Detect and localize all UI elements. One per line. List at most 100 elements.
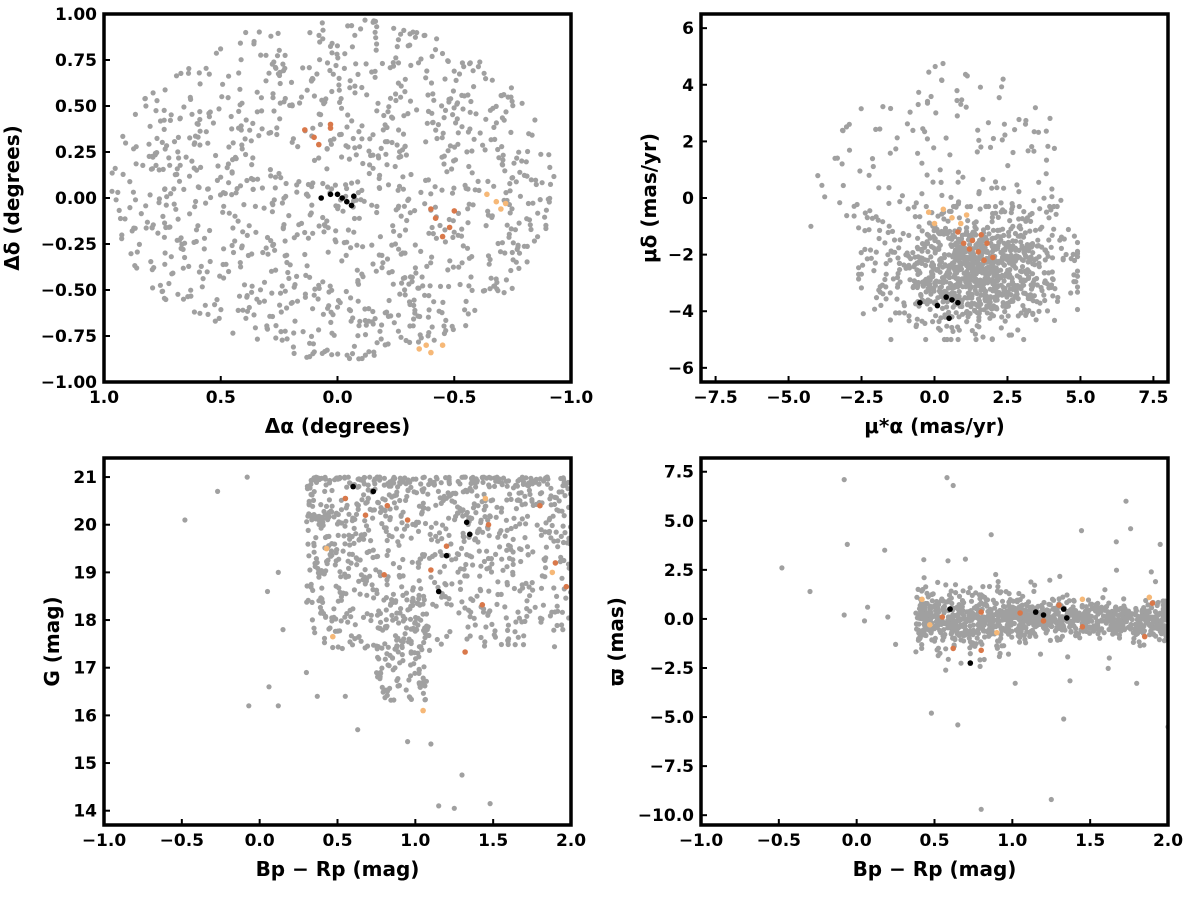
field-star-point — [280, 61, 286, 67]
field-star-point — [911, 264, 917, 270]
field-star-point — [455, 504, 461, 510]
field-star-point — [312, 630, 318, 636]
field-star-point — [402, 287, 408, 293]
field-star-point — [861, 618, 868, 624]
field-star-point — [869, 156, 876, 162]
field-star-point — [779, 565, 785, 571]
field-star-point — [306, 498, 312, 504]
field-star-point — [439, 154, 445, 160]
field-star-point — [365, 487, 371, 493]
field-star-point — [313, 535, 319, 541]
field-star-point — [381, 112, 387, 119]
field-star-point — [413, 270, 419, 276]
field-star-point — [979, 618, 985, 624]
field-star-point — [244, 232, 250, 238]
field-star-point — [411, 297, 417, 303]
field-star-point — [1149, 605, 1155, 611]
field-star-point — [919, 191, 925, 197]
field-star-point — [432, 579, 438, 586]
field-star-point — [1028, 292, 1034, 298]
field-star-point — [460, 530, 466, 536]
field-star-point — [461, 64, 467, 70]
field-star-point — [195, 223, 201, 229]
field-star-point — [971, 301, 977, 307]
field-star-point — [1158, 618, 1165, 624]
field-star-point — [309, 492, 315, 498]
field-star-point — [518, 490, 524, 496]
field-star-point — [437, 222, 443, 229]
field-star-point — [895, 255, 901, 261]
field-star-point — [161, 117, 167, 123]
field-star-point — [489, 561, 495, 567]
field-star-point — [1046, 215, 1052, 221]
field-star-point — [408, 171, 414, 178]
field-star-point — [361, 492, 367, 498]
field-star-point — [517, 193, 524, 199]
field-star-point — [261, 298, 267, 304]
field-star-point — [510, 536, 516, 543]
field-star-point — [1053, 211, 1059, 217]
field-star-point — [877, 126, 883, 132]
field-star-point — [506, 636, 512, 642]
field-star-point — [1129, 616, 1135, 623]
field-star-point — [398, 638, 404, 644]
field-star-point — [321, 635, 328, 641]
x-tick-label: −0.5 — [757, 831, 801, 851]
field-star-point — [486, 533, 492, 539]
field-star-point — [977, 657, 983, 663]
field-star-point — [312, 560, 318, 567]
field-star-point — [1055, 637, 1061, 643]
field-star-point — [386, 297, 392, 304]
field-star-point — [307, 340, 313, 346]
field-star-point — [375, 654, 381, 660]
panel-sky: 1.0 0.5 0.0 −0.5 −1.01.000.750.500.250.00−0.… — [0, 5, 593, 438]
field-star-point — [425, 177, 431, 183]
field-star-point — [998, 274, 1004, 280]
field-star-point — [377, 172, 383, 178]
field-star-point — [238, 57, 244, 63]
field-star-point — [963, 104, 969, 110]
field-star-point — [450, 234, 456, 240]
field-star-point — [927, 306, 933, 312]
field-star-point — [166, 224, 172, 230]
field-star-point — [375, 153, 381, 159]
field-star-point — [535, 234, 541, 240]
field-star-point — [538, 151, 544, 157]
field-star-point — [970, 229, 976, 235]
field-star-point — [972, 287, 978, 293]
field-star-point — [504, 547, 510, 553]
field-star-point — [468, 98, 474, 105]
field-star-point — [443, 475, 449, 481]
field-star-point — [1025, 148, 1031, 154]
field-star-point — [995, 579, 1001, 585]
field-star-point — [354, 242, 360, 248]
field-star-point — [277, 290, 284, 296]
field-star-point — [455, 141, 461, 147]
field-star-point — [984, 270, 990, 276]
field-star-point — [1006, 591, 1012, 597]
field-star-point — [197, 109, 203, 115]
field-star-point — [527, 608, 533, 614]
field-star-point — [996, 95, 1002, 101]
field-star-point — [347, 78, 353, 84]
field-star-point — [279, 200, 285, 206]
field-star-point — [998, 635, 1004, 642]
field-star-point — [254, 89, 260, 95]
field-star-point — [345, 227, 351, 233]
field-star-point — [312, 286, 318, 292]
field-star-point — [1002, 247, 1008, 253]
field-star-point — [274, 131, 280, 138]
field-star-point — [551, 627, 557, 633]
field-star-point — [520, 479, 527, 485]
field-star-point — [317, 570, 323, 577]
x-tick-label: 0.5 — [919, 831, 949, 851]
field-star-point — [291, 350, 297, 356]
member-point-black — [334, 191, 341, 198]
field-star-point — [244, 308, 251, 314]
field-star-point — [475, 64, 481, 70]
field-star-point — [238, 127, 244, 133]
y-axis-title: ϖ (mas) — [604, 597, 628, 686]
field-star-point — [455, 210, 462, 216]
field-star-point — [197, 81, 203, 87]
field-star-point — [505, 641, 511, 648]
